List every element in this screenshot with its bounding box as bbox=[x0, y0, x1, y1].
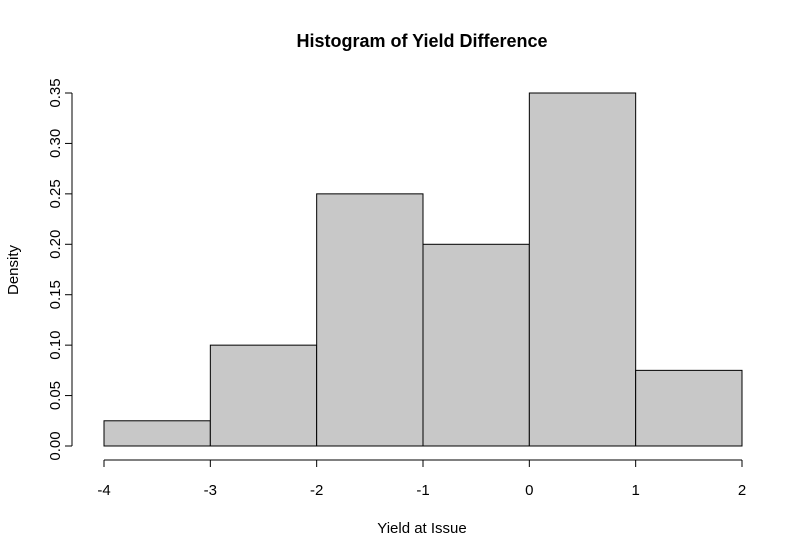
y-tick-label: 0.05 bbox=[47, 381, 64, 410]
chart-title: Histogram of Yield Difference bbox=[296, 31, 547, 51]
bars-group bbox=[103, 92, 743, 447]
x-axis-label: Yield at Issue bbox=[377, 520, 467, 537]
histogram-bar-3 bbox=[422, 243, 530, 447]
x-tick-label: -2 bbox=[310, 482, 323, 499]
histogram-bar-0 bbox=[103, 420, 211, 447]
histogram-bar-4 bbox=[528, 92, 637, 447]
y-tick-label: 0.25 bbox=[47, 179, 64, 208]
x-tick-label: 2 bbox=[738, 482, 746, 499]
y-tick-label: 0.30 bbox=[47, 129, 64, 158]
x-tick-label: -3 bbox=[204, 482, 217, 499]
x-tick-label: 0 bbox=[525, 482, 533, 499]
y-tick-label: 0.15 bbox=[47, 280, 64, 309]
y-axis: 0.00 0.05 0.10 0.15 0.20 0.25 0.30 0.35 bbox=[47, 78, 73, 461]
x-tick-label: 1 bbox=[631, 482, 639, 499]
x-axis: -4 -3 -2 -1 0 1 2 bbox=[97, 459, 746, 499]
y-tick-label: 0.20 bbox=[47, 230, 64, 259]
y-tick-label: 0.00 bbox=[47, 431, 64, 460]
histogram-bar-2 bbox=[316, 193, 424, 447]
x-tick-label: -4 bbox=[97, 482, 110, 499]
histogram-bar-5 bbox=[635, 369, 743, 447]
y-axis-label: Density bbox=[5, 244, 22, 295]
x-tick-label: -1 bbox=[416, 482, 429, 499]
histogram-bar-1 bbox=[209, 344, 318, 447]
y-tick-label: 0.35 bbox=[47, 78, 64, 107]
y-tick-label: 0.10 bbox=[47, 331, 64, 360]
